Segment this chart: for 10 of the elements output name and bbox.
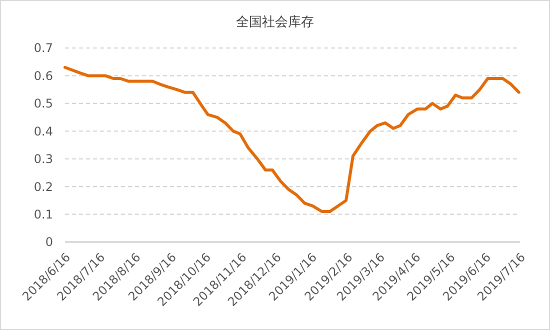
y-tick-label: 0.4 [34, 124, 53, 138]
y-tick-label: 0.1 [34, 207, 53, 222]
chart-title: 全国社会库存 [236, 15, 314, 30]
y-tick-label: 0 [45, 235, 53, 250]
y-tick-label: 0.5 [34, 96, 53, 111]
line-series [64, 66, 520, 214]
y-tick-label: 0.3 [34, 152, 53, 166]
y-tick-label: 0.2 [34, 180, 53, 194]
y-tick-label: 0.7 [34, 41, 53, 56]
y-tick-label: 0.6 [34, 68, 53, 83]
